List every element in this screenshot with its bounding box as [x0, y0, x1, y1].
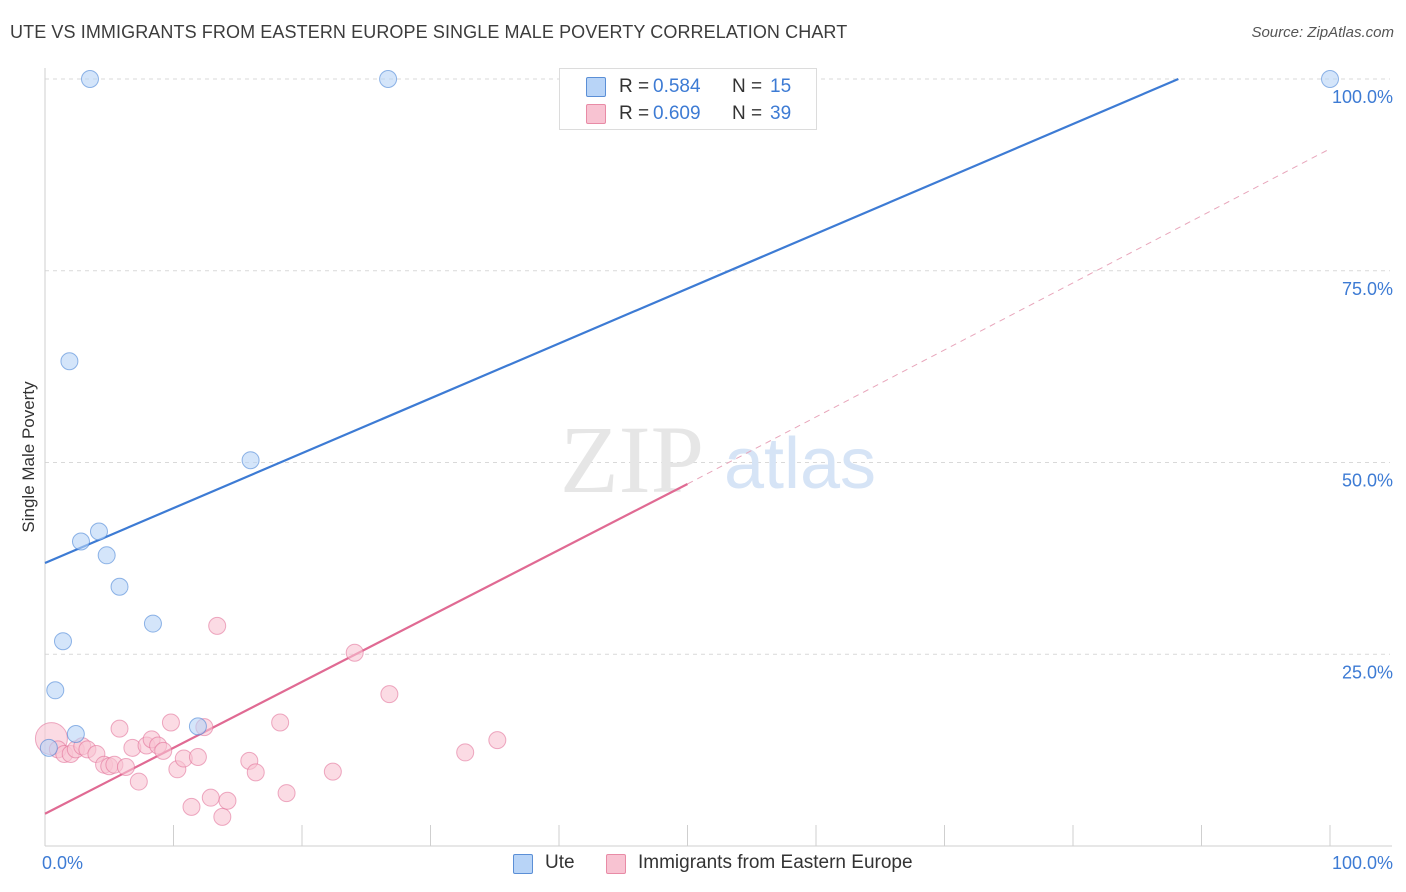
- bottom-legend-swatch-immigrants: [606, 854, 626, 874]
- immigrants-point: [161, 713, 180, 732]
- immigrants-point: [188, 748, 207, 767]
- immigrants-point: [213, 807, 232, 826]
- ute-point: [1321, 70, 1339, 88]
- x-tick-label: 0.0%: [42, 853, 83, 873]
- legend-r-value: 0.609: [653, 103, 701, 124]
- legend-n-value: 15: [770, 76, 792, 97]
- tick-labels: 100.0% 75.0% 50.0% 25.0% 0.0% 100.0%: [42, 87, 1393, 873]
- watermark-atlas: atlas: [724, 424, 876, 504]
- bottom-legend-label: Ute: [545, 852, 575, 873]
- immigrants-point: [182, 797, 201, 816]
- y-tick-label: 75.0%: [1342, 279, 1393, 299]
- immigrants-point: [323, 762, 342, 781]
- legend-n-value: 39: [770, 103, 792, 124]
- trend-line-extension-1: [687, 148, 1331, 485]
- ute-point: [379, 70, 398, 88]
- y-tick-label: 50.0%: [1342, 471, 1393, 491]
- chart-title: UTE VS IMMIGRANTS FROM EASTERN EUROPE SI…: [10, 22, 848, 42]
- watermark: ZIP atlas: [560, 406, 876, 513]
- legend-n-label: N =: [732, 103, 763, 124]
- immigrants-point: [129, 772, 148, 791]
- immigrants-point: [201, 788, 220, 807]
- legend-swatch-immigrants: [586, 104, 606, 124]
- y-axis-label: Single Male Poverty: [19, 381, 38, 533]
- ute-point: [89, 522, 108, 541]
- bottom-legend-swatch-ute: [513, 854, 533, 874]
- y-tick-label: 100.0%: [1332, 87, 1393, 107]
- immigrants-point: [271, 713, 290, 732]
- trend-line-1: [44, 482, 689, 815]
- ute-point: [110, 577, 129, 596]
- ute-point: [53, 632, 72, 651]
- trend-lines: [44, 77, 1331, 815]
- immigrants-point: [277, 784, 296, 803]
- immigrants-point: [345, 643, 364, 662]
- immigrants-point: [456, 743, 475, 762]
- stats-legend: R = 0.584 N = 15 R = 0.609 N = 39: [559, 68, 817, 130]
- legend-swatch-ute: [586, 77, 606, 97]
- axes: [44, 68, 1392, 847]
- y-tick-label: 25.0%: [1342, 662, 1393, 682]
- legend-r-label: R =: [619, 103, 650, 124]
- ute-point: [46, 681, 65, 700]
- immigrants-point: [218, 791, 237, 810]
- ute-point: [60, 352, 79, 371]
- ute-point: [71, 532, 90, 551]
- immigrants-point: [116, 757, 135, 776]
- bottom-legend-label: Immigrants from Eastern Europe: [638, 852, 913, 873]
- ute-point: [66, 725, 85, 744]
- ute-point: [80, 70, 99, 88]
- legend-r-label: R =: [619, 76, 650, 97]
- immigrants-point: [380, 685, 399, 704]
- ute-point: [39, 738, 58, 757]
- grid-lines: [45, 78, 1390, 655]
- immigrants-point: [208, 616, 227, 635]
- ute-point: [143, 614, 162, 633]
- source-label: Source: ZipAtlas.com: [1251, 24, 1394, 41]
- trend-line-0: [44, 77, 1179, 564]
- ute-point: [97, 546, 116, 565]
- watermark-zip: ZIP: [560, 406, 704, 513]
- ute-point: [188, 717, 207, 736]
- immigrants-point: [246, 763, 265, 782]
- immigrants-point: [154, 741, 173, 760]
- legend-r-value: 0.584: [653, 76, 701, 97]
- ute-point: [241, 451, 260, 470]
- immigrants-point: [110, 719, 129, 738]
- legend-n-label: N =: [732, 76, 763, 97]
- immigrants-point: [488, 731, 507, 750]
- x-tick-label: 100.0%: [1332, 853, 1393, 873]
